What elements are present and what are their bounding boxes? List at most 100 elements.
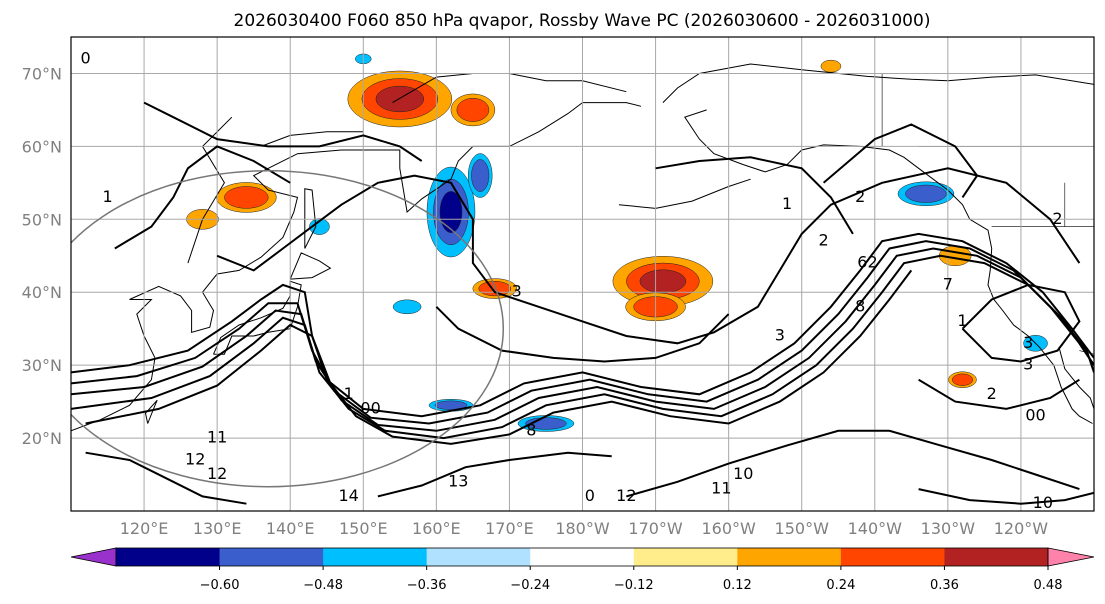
contour-label: 8: [526, 420, 536, 439]
blob-central-pacific-level-2: [639, 269, 687, 294]
colorbar-segment: [633, 548, 738, 566]
y-tick-label: 40°N: [22, 283, 62, 302]
contour-label: 3: [775, 325, 785, 344]
contour-label: 2: [819, 231, 829, 250]
x-tick-label: 130°E: [193, 519, 242, 538]
map-frame: [70, 36, 1095, 512]
colorbar-extend-low: [70, 547, 117, 567]
contour-label: 2: [1052, 209, 1062, 228]
chart-title: 2026030400 F060 850 hPa qvapor, Rossby W…: [234, 11, 931, 31]
blob-nw-pacific-level-1: [224, 186, 269, 209]
colorbar-extend-high: [1047, 547, 1095, 567]
colorbar-segment: [219, 548, 324, 566]
x-tick-label: 160°E: [412, 519, 461, 538]
contour-label: 3: [1023, 355, 1033, 374]
blob-kamchatka-level-2: [439, 191, 463, 233]
coastline-segment: [618, 178, 751, 209]
blob-alaska-orange-level-0: [820, 59, 842, 73]
x-axis-tick-labels: 120°E 130°E 140°E 150°E 160°E 170°E 180°W 170°W…: [120, 519, 1049, 538]
blob-bering-west-level-2: [375, 85, 424, 113]
coastline-segment: [1058, 346, 1094, 410]
coastline-segment: [71, 102, 642, 432]
y-tick-label: 20°N: [22, 429, 62, 448]
colorbar-tick-label: −0.12: [614, 578, 654, 593]
contour-label: 0: [81, 48, 91, 67]
y-tick-label: 70°N: [22, 64, 62, 83]
coastline-segment: [684, 109, 1093, 424]
coastline-segment: [289, 252, 332, 280]
x-tick-label: 140°E: [266, 519, 315, 538]
contour-line: [626, 429, 1080, 498]
blob-midlat-orange-level-1: [478, 281, 512, 297]
x-tick-label: 160°W: [701, 519, 756, 538]
blob-blue-mid-level-0: [392, 299, 422, 315]
contour-line: [918, 488, 1094, 505]
y-tick-label: 50°N: [22, 210, 62, 229]
colorbar-tick-label: 0.36: [930, 578, 959, 593]
contour-line: [655, 156, 854, 235]
contour-line: [143, 101, 423, 162]
blob-gulf-alaska-level-1: [905, 184, 947, 203]
contour-line: [822, 123, 979, 198]
colorbar-segment: [944, 548, 1049, 566]
coastline-segment: [304, 188, 317, 249]
contour-label: 8: [855, 296, 865, 315]
contour-label: 13: [448, 471, 468, 490]
graticule: [71, 37, 1094, 511]
colorbar-tick-label: −0.60: [200, 578, 240, 593]
contour-label: 12: [616, 486, 636, 505]
colorbar-segment: [737, 548, 842, 566]
contour-label: 2: [855, 187, 865, 206]
y-axis-tick-labels: 20°N 30°N 40°N 50°N 60°N 70°N: [22, 64, 62, 448]
contour-line: [71, 254, 1094, 440]
contour-line: [377, 451, 612, 498]
contour-line: [85, 451, 247, 505]
contour-label: 3: [512, 282, 522, 301]
contour-label: 2: [987, 384, 997, 403]
contour-label: 11: [711, 479, 731, 498]
contour-line: [85, 269, 913, 445]
colorbar: −0.60 −0.48 −0.36 −0.24 −0.12 0.12 0.24 0.36 0.4…: [70, 547, 1095, 593]
blob-subtropical-orange-level-1: [952, 373, 973, 386]
coastline-segment: [260, 131, 364, 147]
contour-label: 12: [185, 449, 205, 468]
colorbar-segment: [116, 548, 221, 566]
contour-label: 00: [1025, 406, 1045, 425]
wave-packet-outline: [71, 169, 504, 488]
colorbar-segment: [323, 548, 428, 566]
contour-label: 12: [207, 464, 227, 483]
contour-label: 7: [943, 274, 953, 293]
x-tick-label: 150°W: [775, 519, 830, 538]
colorbar-tick-label: −0.36: [407, 578, 447, 593]
contour-line: [71, 232, 1094, 418]
colorbar-tick-label: 0.12: [723, 578, 752, 593]
contour-label: 10: [1033, 493, 1053, 512]
coastline-segment: [144, 399, 158, 424]
blob-japan-sea-blue-level-0: [309, 218, 330, 235]
coastline-segment: [662, 63, 1094, 103]
contour-line: [71, 247, 1094, 432]
x-tick-label: 120°E: [120, 519, 169, 538]
colorbar-tick-label: −0.48: [303, 578, 343, 593]
blob-bering-east-level-1: [456, 97, 490, 122]
contour-label: 11: [207, 428, 227, 447]
colorbar-tick-label: −0.24: [510, 578, 550, 593]
contour-line: [918, 378, 1080, 410]
x-tick-label: 120°W: [994, 519, 1049, 538]
contour-label: 62: [857, 253, 877, 272]
contour-labels: 0112223386271332100811121214130121011104…: [81, 48, 1063, 512]
contour-label: 10: [733, 464, 753, 483]
x-tick-label: 140°W: [848, 519, 903, 538]
x-tick-label: 150°E: [339, 519, 388, 538]
colorbar-segment: [530, 548, 635, 566]
contour-line: [71, 240, 1094, 425]
colorbar-tick-label: 0.24: [826, 578, 855, 593]
x-tick-label: 170°W: [628, 519, 683, 538]
y-tick-label: 30°N: [22, 356, 62, 375]
contour-line: [216, 167, 1081, 345]
contour-label: 14: [338, 486, 358, 505]
contour-label: 1: [782, 194, 792, 213]
colorbar-frame: [115, 547, 1049, 567]
y-tick-label: 60°N: [22, 137, 62, 156]
pc-contours: [71, 101, 1094, 505]
